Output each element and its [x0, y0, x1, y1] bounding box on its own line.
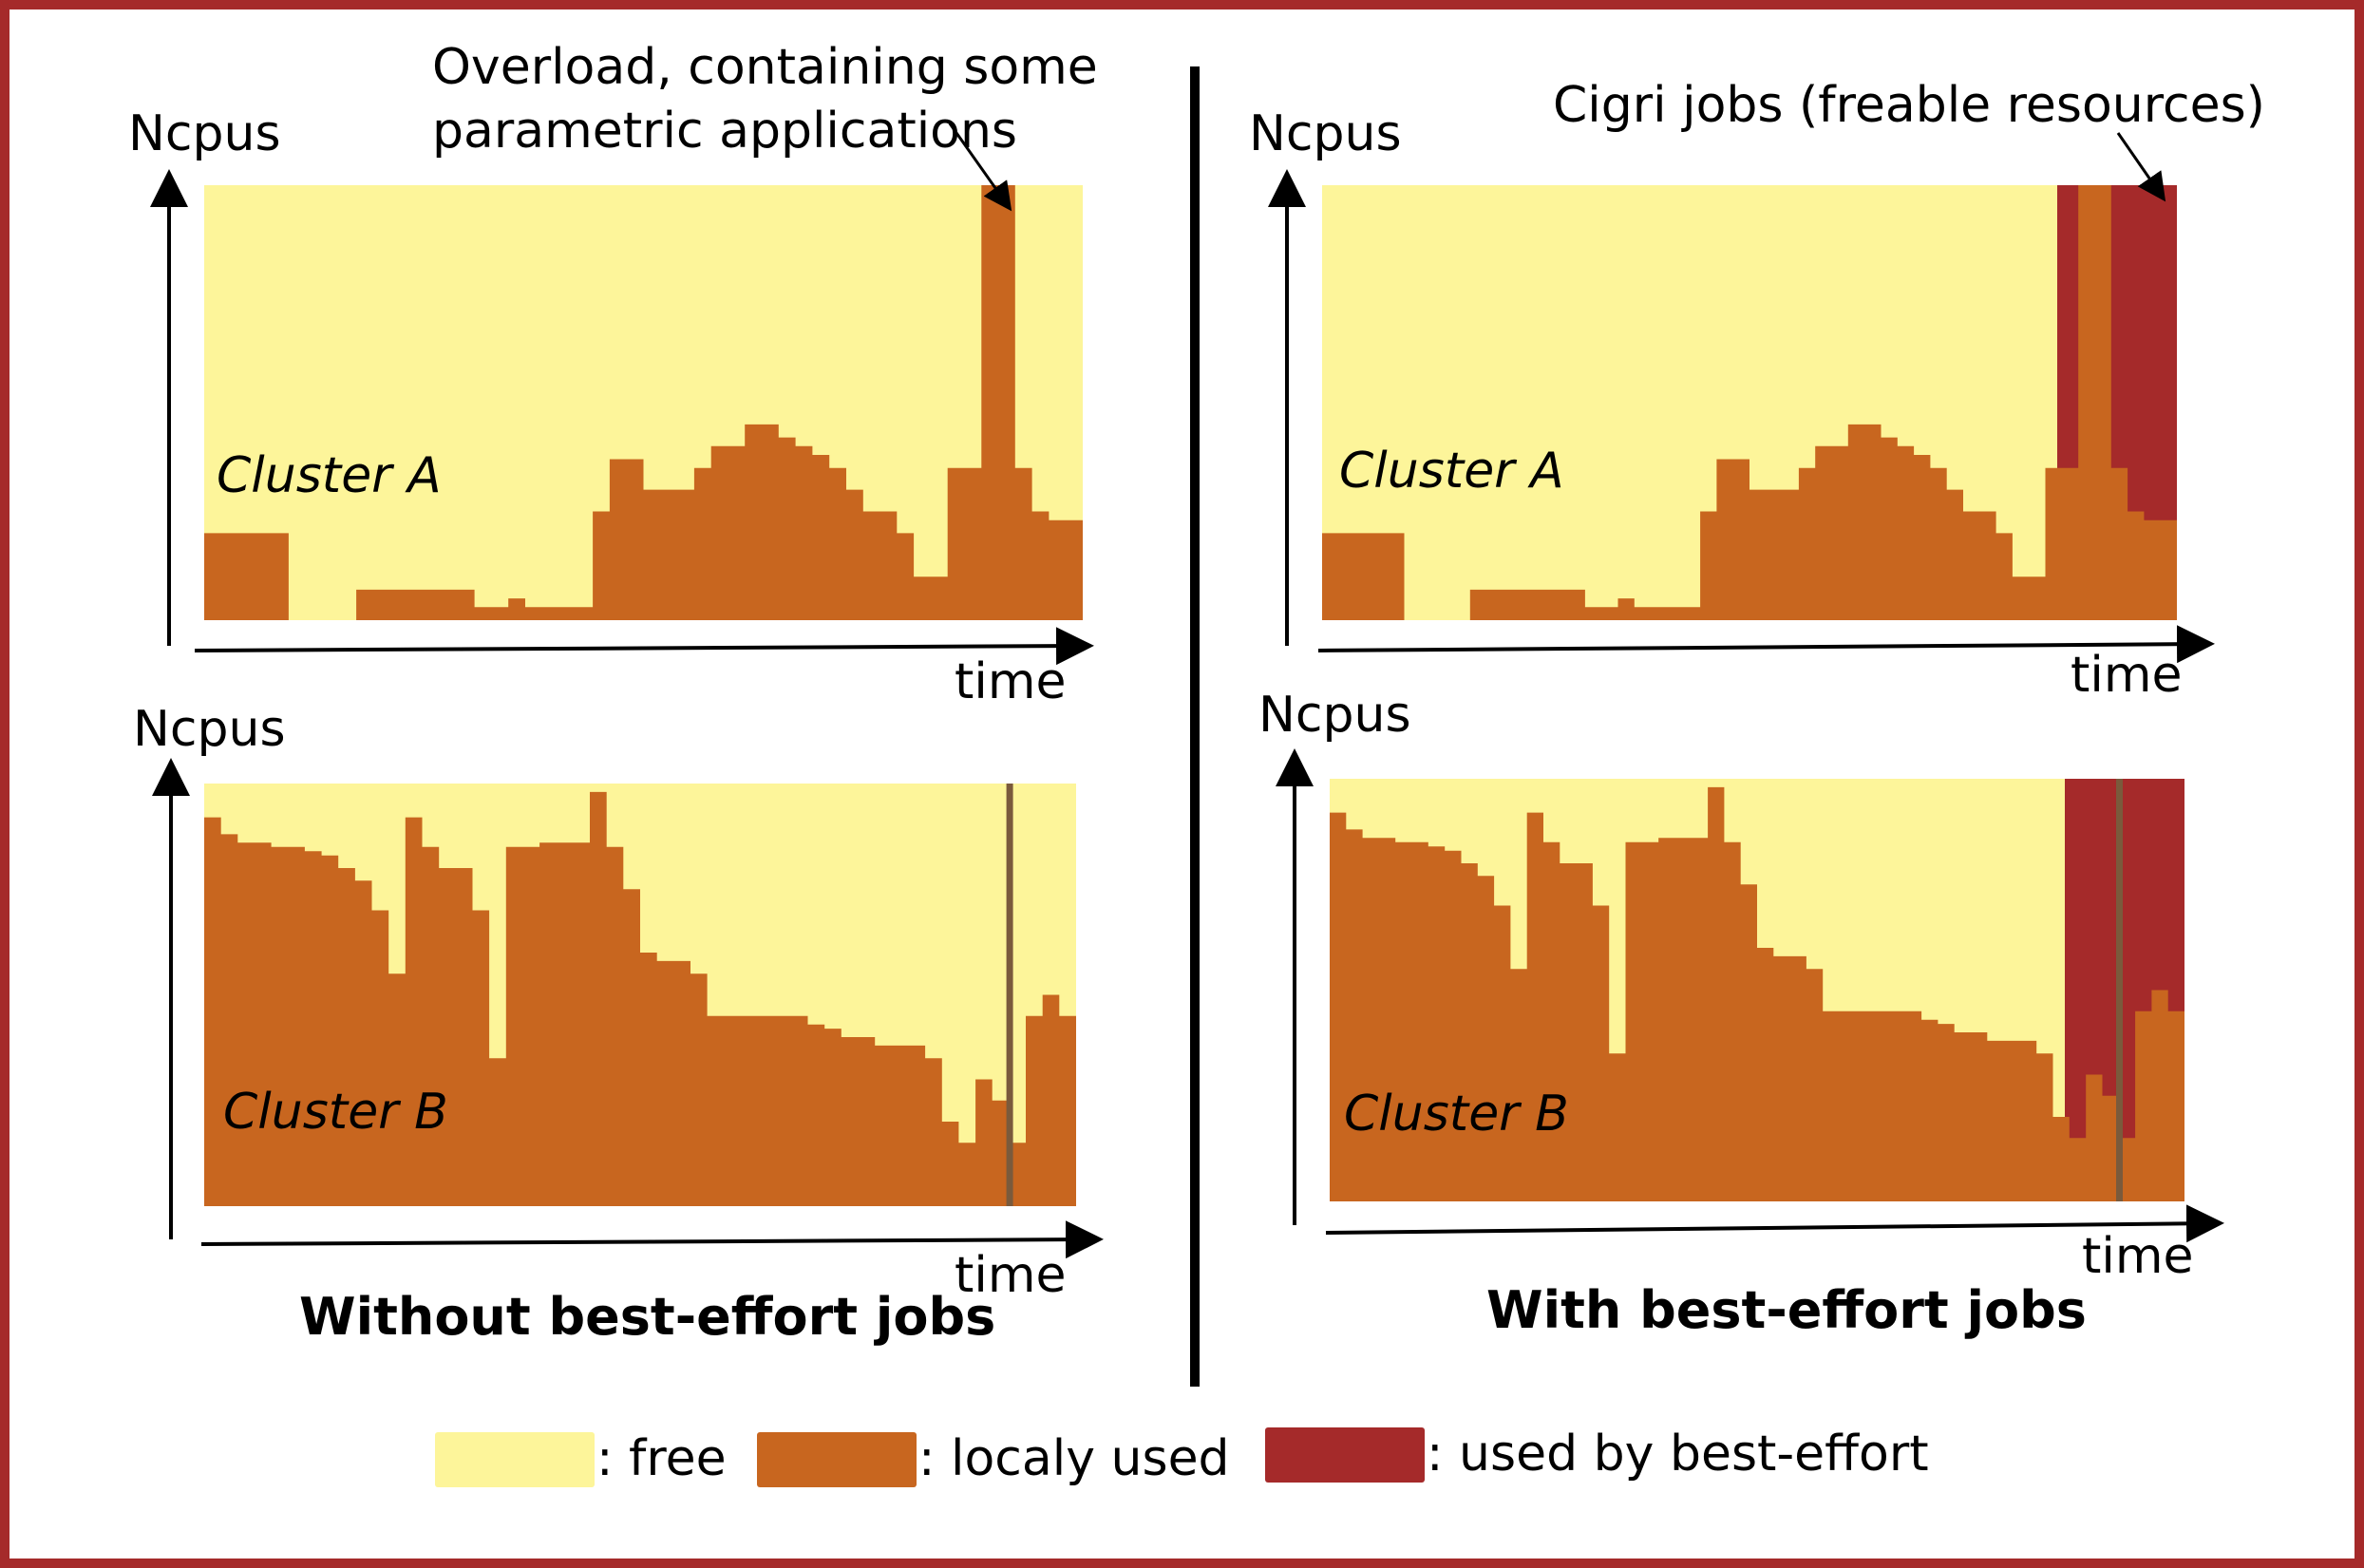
- right-cluster-b-x-label: time: [2082, 1228, 2193, 1285]
- overload-annotation-arrow: [948, 123, 1012, 212]
- left-cluster-a-x-axis: [194, 627, 1094, 666]
- right-cluster-a-panel: [1322, 185, 2177, 620]
- left-cluster-a-local-usage: [204, 185, 1083, 620]
- right-cluster-b-local-usage: [1330, 786, 2184, 1201]
- right-cluster-a-label: Cluster A: [1339, 443, 1564, 500]
- legend-label-free: : free: [596, 1430, 727, 1487]
- left-cluster-a-y-label: Ncpus: [128, 105, 281, 162]
- legend: : free : localy used : used by best-effo…: [435, 1426, 1929, 1487]
- right-cluster-b-x-axis: [1325, 1204, 2224, 1243]
- left-cluster-b-local-usage: [204, 791, 1076, 1206]
- left-cluster-a-label: Cluster A: [217, 447, 442, 504]
- left-cluster-b-x-axis: [200, 1220, 1104, 1259]
- right-cluster-a-local-usage: [1322, 185, 2177, 620]
- left-cluster-b-marker-line: [1006, 784, 1013, 1206]
- left-cluster-a-panel: [204, 185, 1083, 620]
- right-cluster-b-panel: [1330, 779, 2184, 1201]
- overload-annotation-line1: Overload, containing some: [432, 39, 1098, 96]
- cigri-annotation: Cigri jobs (freable resources): [1553, 77, 2265, 134]
- legend-swatch-free: [435, 1432, 595, 1487]
- right-cluster-a-x-axis: [1317, 625, 2215, 664]
- left-cluster-a-x-label: time: [955, 653, 1066, 710]
- right-cluster-b-y-label: Ncpus: [1258, 687, 1411, 744]
- left-cluster-b-panel: [204, 784, 1076, 1206]
- legend-swatch-local: [757, 1432, 917, 1487]
- legend-swatch-besteffort: [1265, 1427, 1425, 1483]
- left-cluster-b-y-label: Ncpus: [133, 701, 286, 758]
- left-caption: Without best-effort jobs: [299, 1287, 995, 1347]
- overload-annotation-line2: parametric applications: [432, 103, 1017, 160]
- right-cluster-a-x-label: time: [2071, 647, 2182, 704]
- right-cluster-b-marker-line: [2116, 779, 2123, 1201]
- legend-label-local: : localy used: [918, 1430, 1230, 1487]
- panel-divider: [1190, 66, 1200, 1387]
- right-caption: With best-effort jobs: [1486, 1280, 2087, 1340]
- legend-label-besteffort: : used by best-effort: [1427, 1426, 1929, 1483]
- left-cluster-b-x-label: time: [955, 1247, 1066, 1304]
- right-cluster-b-label: Cluster B: [1344, 1086, 1569, 1143]
- cigri-annotation-arrow: [2116, 132, 2166, 202]
- left-cluster-b-label: Cluster B: [223, 1084, 448, 1141]
- right-cluster-a-y-label: Ncpus: [1249, 105, 1402, 162]
